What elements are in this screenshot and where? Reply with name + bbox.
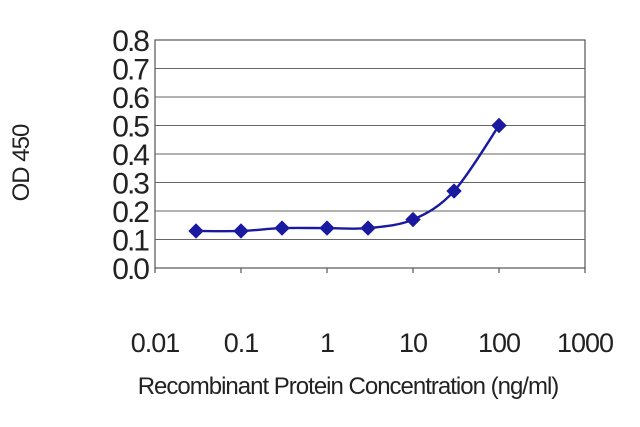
x-tick-label: 100 <box>478 328 520 358</box>
data-point-marker <box>319 220 335 236</box>
data-point-marker <box>446 183 462 199</box>
x-tick-label: 1000 <box>557 328 613 358</box>
x-tick-label: 0.1 <box>224 328 259 358</box>
y-axis-title: OD 450 <box>8 124 35 201</box>
y-tick-label: 0.4 <box>112 139 149 172</box>
data-point-marker <box>274 220 290 236</box>
y-tick-label: 0.7 <box>112 54 149 87</box>
x-tick-label: 0.01 <box>131 328 180 358</box>
y-tick-label: 0.6 <box>112 82 149 115</box>
y-tick-label: 0.8 <box>112 25 149 58</box>
data-point-marker <box>360 220 376 236</box>
y-tick-label: 0.2 <box>112 196 149 229</box>
data-point-marker <box>405 211 421 228</box>
y-tick-label: 0.5 <box>112 111 149 144</box>
x-tick-labels: 0.01 0.1 1 10 100 1000 <box>131 268 614 358</box>
x-tick-label: 10 <box>399 328 427 358</box>
data-point-marker <box>188 223 204 239</box>
y-tick-labels: 0.00.10.20.30.40.50.60.70.8 <box>112 25 151 286</box>
y-tick-label: 0.0 <box>112 253 149 286</box>
x-axis-title: Recombinant Protein Concentration (ng/ml… <box>138 373 559 400</box>
data-point-marker <box>491 117 507 134</box>
y-tick-label: 0.3 <box>112 168 149 201</box>
data-point-marker <box>233 223 249 239</box>
x-tick-label: 1 <box>320 328 334 358</box>
series-group <box>188 117 507 239</box>
gridlines <box>155 67 585 241</box>
y-tick-label: 0.1 <box>112 225 149 258</box>
